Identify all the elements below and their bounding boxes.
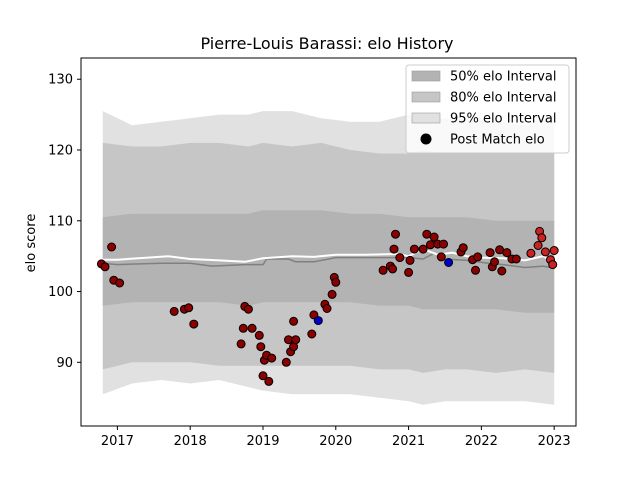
legend-label: 50% elo Interval: [450, 70, 557, 85]
x-tick-label: 2023: [538, 434, 571, 449]
y-tick-label: 110: [48, 214, 73, 229]
legend-label: 80% elo Interval: [450, 91, 557, 106]
y-tick-label: 100: [48, 285, 73, 300]
data-point: [378, 265, 388, 275]
data-point: [418, 244, 428, 254]
data-point: [549, 246, 559, 255]
data-point: [322, 304, 332, 313]
data-point: [395, 253, 405, 263]
data-point: [439, 239, 448, 249]
band-50-interval: [102, 210, 555, 313]
x-tick-label: 2022: [465, 434, 498, 449]
data-point: [313, 316, 323, 326]
data-point: [100, 262, 110, 272]
data-point: [490, 257, 499, 267]
data-point: [526, 248, 536, 258]
data-point: [404, 267, 414, 277]
data-point: [327, 289, 337, 299]
data-point: [254, 330, 264, 340]
data-point: [405, 255, 415, 265]
x-tick-label: 2017: [101, 434, 134, 449]
data-point: [115, 278, 125, 288]
y-axis-label: elo score: [24, 214, 39, 273]
data-point: [256, 342, 266, 352]
data-point: [307, 329, 317, 339]
data-point: [238, 323, 248, 333]
data-point: [540, 247, 550, 257]
y-tick-label: 90: [56, 356, 73, 371]
legend-marker: [420, 133, 432, 145]
data-point: [497, 266, 507, 276]
data-point: [444, 258, 454, 267]
x-tick-label: 2019: [246, 434, 279, 449]
legend-label: 95% elo Interval: [450, 112, 557, 127]
data-point: [189, 319, 199, 329]
data-point: [247, 323, 257, 333]
data-point: [548, 260, 558, 270]
data-point: [425, 240, 435, 250]
data-point: [409, 244, 419, 254]
chart-title: Pierre-Louis Barassi: elo History: [201, 34, 454, 53]
legend: 50% elo Interval 80% elo Interval 95% elo …: [405, 64, 570, 154]
data-point: [485, 248, 495, 258]
data-point: [429, 232, 439, 242]
y-tick-label: 120: [48, 144, 73, 159]
legend-swatch: [411, 112, 441, 124]
data-point: [471, 265, 480, 275]
legend-label: Post Match elo: [450, 133, 545, 148]
data-point: [243, 304, 253, 314]
axes: 2017 2018 2019 2020 2021 2022 2023 90 100 110 120 1…: [48, 57, 577, 449]
data-point: [502, 248, 512, 258]
legend-swatch: [411, 91, 441, 103]
data-point: [264, 376, 274, 386]
data-point: [291, 335, 301, 345]
data-point: [258, 371, 268, 381]
data-point: [281, 357, 291, 367]
data-point: [473, 252, 483, 262]
data-point: [458, 243, 468, 253]
data-point: [533, 241, 543, 250]
y-tick-label: 130: [48, 73, 73, 88]
legend-box: [405, 64, 570, 154]
x-tick-label: 2021: [392, 434, 425, 449]
data-point: [267, 353, 277, 363]
legend-swatch: [411, 70, 441, 82]
data-point: [511, 254, 521, 264]
data-point: [184, 303, 194, 313]
data-point: [236, 339, 246, 349]
data-point: [436, 252, 446, 262]
data-point: [107, 242, 117, 252]
axes-frame: [80, 57, 577, 427]
data-point: [422, 229, 432, 239]
data-point: [537, 233, 547, 243]
data-point: [389, 244, 399, 254]
data-point: [388, 264, 398, 274]
x-tick-label: 2020: [319, 434, 352, 449]
data-point: [169, 306, 179, 316]
data-point: [391, 229, 400, 239]
plot-area: [96, 111, 559, 405]
data-point: [331, 277, 341, 287]
x-tick-label: 2018: [174, 434, 207, 449]
data-point: [289, 316, 299, 326]
